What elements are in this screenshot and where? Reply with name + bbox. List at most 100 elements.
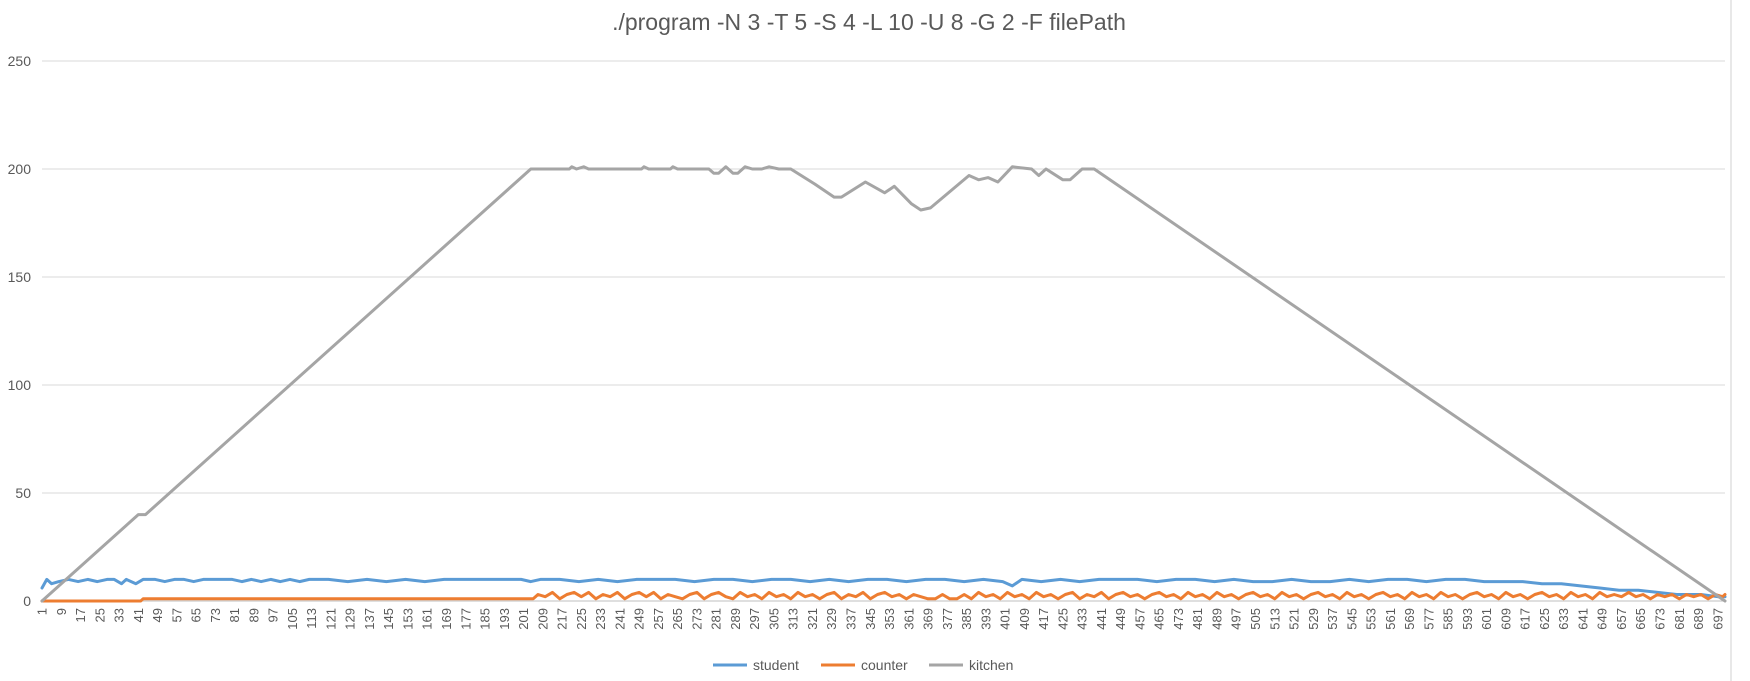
x-tick-label: 25	[92, 608, 107, 622]
y-axis-ticks: 0 50 100 150 200 250	[8, 53, 32, 609]
x-tick-label: 313	[786, 608, 801, 630]
x-tick-label: 409	[1017, 608, 1032, 630]
x-tick-label: 497	[1229, 608, 1244, 630]
x-tick-label: 457	[1132, 608, 1147, 630]
x-tick-label: 665	[1633, 608, 1648, 630]
legend-label-student: student	[753, 657, 799, 673]
x-axis-ticks: 1 9 17 25 33 41 49 57 65 73 81 89 97 105 113 121 129 137 1…	[35, 608, 1726, 630]
gridlines	[42, 0, 1732, 681]
x-tick-label: 233	[593, 608, 608, 630]
x-tick-label: 1	[35, 608, 50, 615]
x-tick-label: 153	[400, 608, 415, 630]
x-tick-label: 305	[766, 608, 781, 630]
x-tick-label: 377	[940, 608, 955, 630]
legend-label-counter: counter	[861, 657, 908, 673]
x-tick-label: 601	[1479, 608, 1494, 630]
x-tick-label: 649	[1595, 608, 1610, 630]
x-tick-label: 265	[670, 608, 685, 630]
x-tick-label: 121	[323, 608, 338, 630]
x-tick-label: 545	[1344, 608, 1359, 630]
y-tick-label: 200	[8, 161, 32, 177]
x-tick-label: 481	[1190, 608, 1205, 630]
x-tick-label: 65	[189, 608, 204, 622]
legend-label-kitchen: kitchen	[969, 657, 1013, 673]
x-tick-label: 281	[709, 608, 724, 630]
x-tick-label: 137	[362, 608, 377, 630]
y-tick-label: 50	[15, 485, 31, 501]
x-tick-label: 321	[805, 608, 820, 630]
x-tick-label: 177	[458, 608, 473, 630]
x-tick-label: 273	[689, 608, 704, 630]
x-tick-label: 385	[959, 608, 974, 630]
legend-item-student: student	[713, 657, 799, 673]
legend: student counter kitchen	[713, 657, 1013, 673]
series-line-kitchen	[40, 165, 1727, 603]
x-tick-label: 217	[555, 608, 570, 630]
x-tick-label: 593	[1460, 608, 1475, 630]
x-tick-label: 561	[1383, 608, 1398, 630]
series-lines	[40, 165, 1727, 603]
x-tick-label: 625	[1537, 608, 1552, 630]
x-tick-label: 537	[1325, 608, 1340, 630]
x-tick-label: 425	[1055, 608, 1070, 630]
x-tick-label: 689	[1691, 608, 1706, 630]
x-tick-label: 489	[1209, 608, 1224, 630]
x-tick-label: 41	[131, 608, 146, 622]
x-tick-label: 297	[747, 608, 762, 630]
x-tick-label: 73	[208, 608, 223, 622]
x-tick-label: 185	[478, 608, 493, 630]
x-tick-label: 145	[381, 608, 396, 630]
x-tick-label: 257	[651, 608, 666, 630]
series-line-counter	[40, 590, 1727, 603]
x-tick-label: 225	[574, 608, 589, 630]
y-tick-label: 100	[8, 377, 32, 393]
x-tick-label: 337	[843, 608, 858, 630]
x-tick-label: 57	[169, 608, 184, 622]
x-tick-label: 697	[1710, 608, 1725, 630]
x-tick-label: 569	[1402, 608, 1417, 630]
x-tick-label: 329	[824, 608, 839, 630]
x-tick-label: 513	[1267, 608, 1282, 630]
x-tick-label: 681	[1672, 608, 1687, 630]
x-tick-label: 617	[1518, 608, 1533, 630]
x-tick-label: 353	[882, 608, 897, 630]
x-tick-label: 521	[1287, 608, 1302, 630]
x-tick-label: 529	[1306, 608, 1321, 630]
y-tick-label: 0	[23, 593, 31, 609]
x-tick-label: 361	[901, 608, 916, 630]
x-tick-label: 113	[304, 608, 319, 629]
x-tick-label: 17	[73, 608, 88, 622]
x-tick-label: 673	[1652, 608, 1667, 630]
x-tick-label: 641	[1575, 608, 1590, 630]
x-tick-label: 289	[728, 608, 743, 630]
x-tick-label: 169	[439, 608, 454, 630]
x-tick-label: 577	[1421, 608, 1436, 630]
x-tick-label: 505	[1248, 608, 1263, 630]
x-tick-label: 401	[998, 608, 1013, 630]
x-tick-label: 345	[863, 608, 878, 630]
x-tick-label: 89	[246, 608, 261, 622]
y-tick-label: 150	[8, 269, 32, 285]
x-tick-label: 633	[1556, 608, 1571, 630]
x-tick-label: 553	[1364, 608, 1379, 630]
x-tick-label: 465	[1152, 608, 1167, 630]
x-tick-label: 161	[420, 608, 435, 630]
x-tick-label: 241	[612, 608, 627, 630]
x-tick-label: 49	[150, 608, 165, 622]
x-tick-label: 33	[112, 608, 127, 622]
x-tick-label: 417	[1036, 608, 1051, 630]
legend-item-counter: counter	[821, 657, 908, 673]
x-tick-label: 193	[497, 608, 512, 630]
x-tick-label: 105	[285, 608, 300, 630]
x-tick-label: 585	[1441, 608, 1456, 630]
x-tick-label: 473	[1171, 608, 1186, 630]
x-tick-label: 209	[535, 608, 550, 630]
series-line-student	[40, 577, 1727, 599]
x-tick-label: 249	[632, 608, 647, 630]
x-tick-label: 433	[1075, 608, 1090, 630]
x-tick-label: 129	[343, 608, 358, 630]
chart-title: ./program -N 3 -T 5 -S 4 -L 10 -U 8 -G 2…	[612, 9, 1126, 35]
x-tick-label: 657	[1614, 608, 1629, 630]
